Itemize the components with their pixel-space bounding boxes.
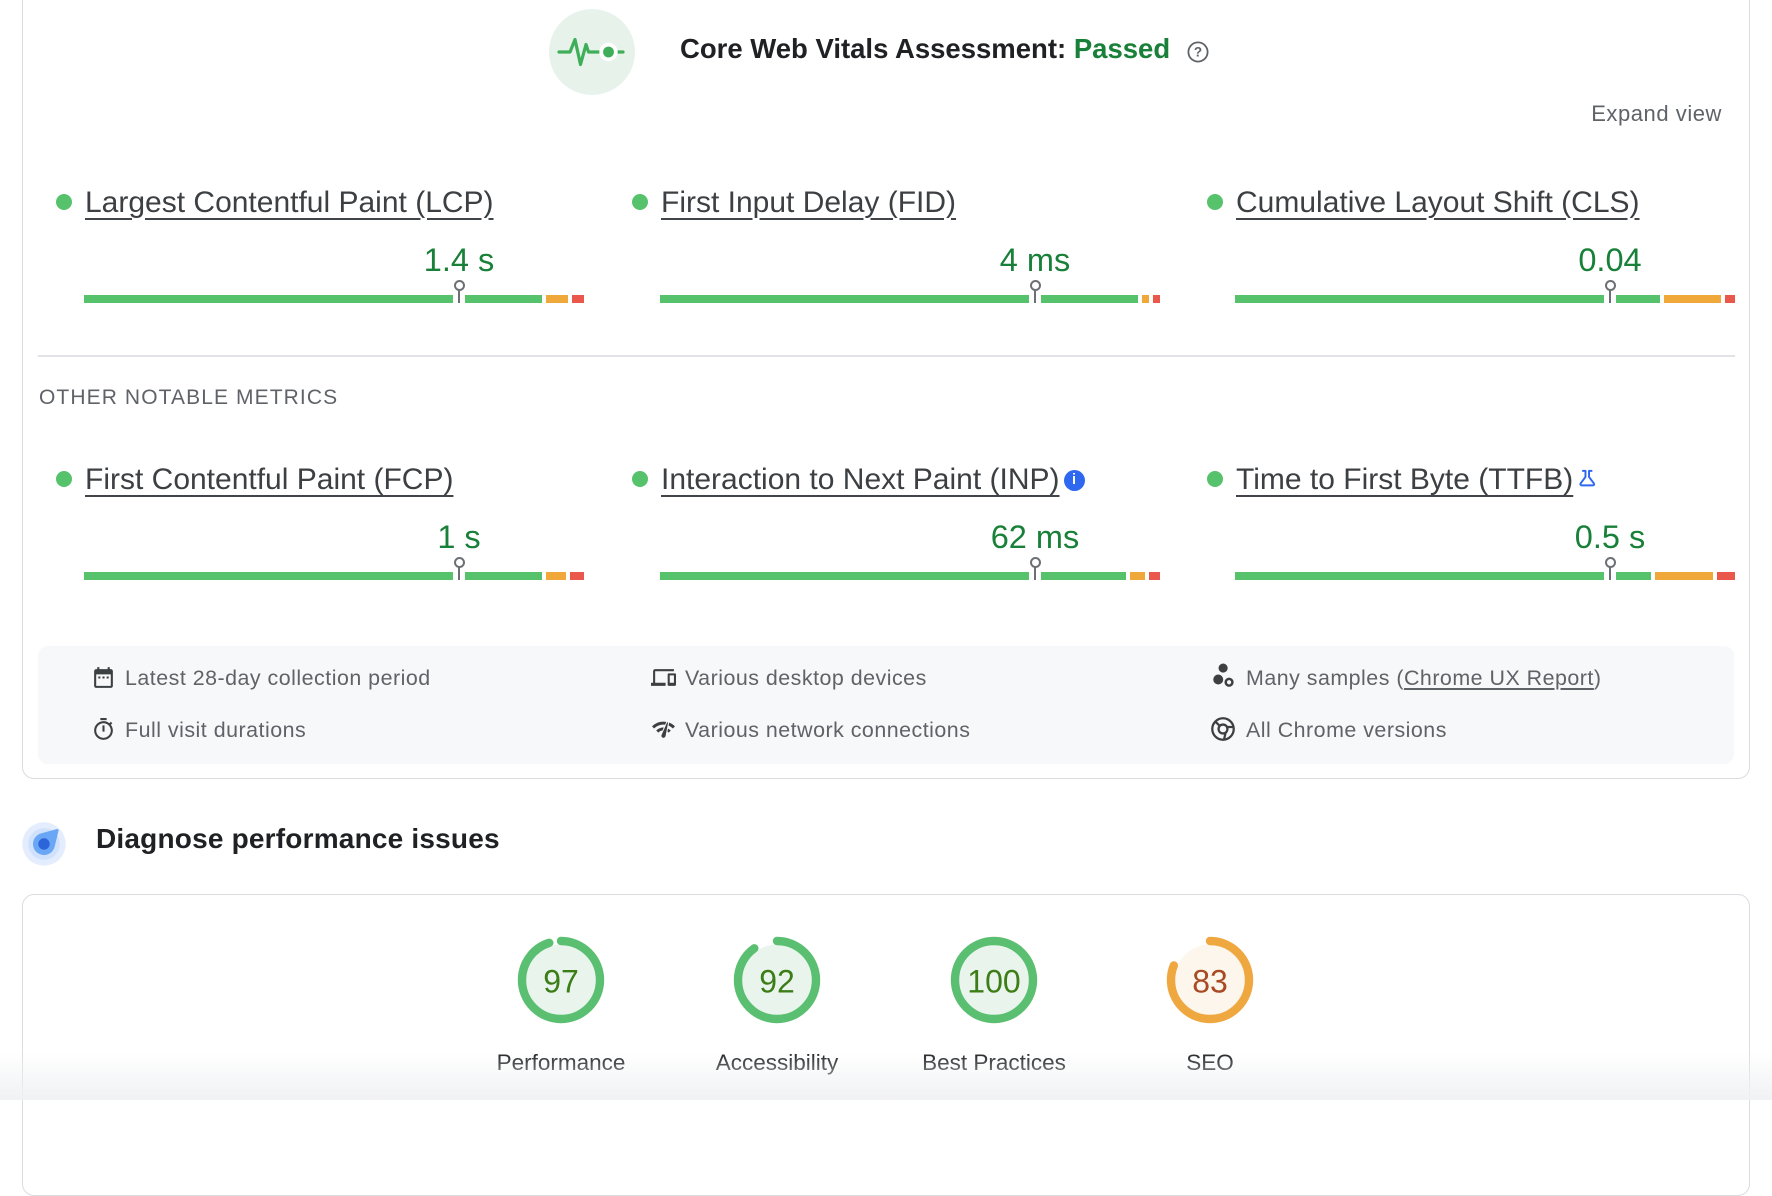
svg-text:100: 100 <box>967 964 1020 1000</box>
svg-text:97: 97 <box>543 964 579 1000</box>
svg-text:92: 92 <box>759 964 795 1000</box>
svg-text:83: 83 <box>1192 964 1228 1000</box>
svg-text:?: ? <box>1194 45 1202 60</box>
